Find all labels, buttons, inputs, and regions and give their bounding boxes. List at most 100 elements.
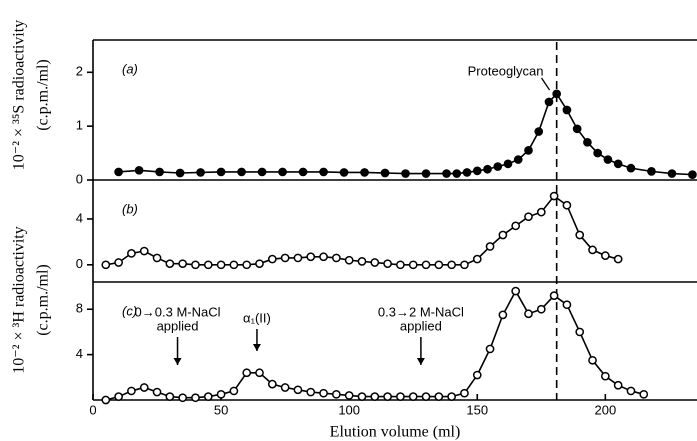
data-point xyxy=(101,395,111,405)
data-point xyxy=(493,162,503,171)
data-point xyxy=(237,167,246,177)
data-point xyxy=(434,392,444,401)
data-point xyxy=(626,163,636,173)
y-tick-label: 4 xyxy=(76,210,83,225)
data-point xyxy=(421,392,431,401)
arrow-head xyxy=(252,344,261,351)
data-point xyxy=(572,124,582,134)
data-point xyxy=(370,258,380,267)
data-point xyxy=(339,168,349,177)
data-point xyxy=(513,155,523,164)
data-point xyxy=(588,245,597,255)
arrow-head xyxy=(173,358,182,365)
data-point xyxy=(319,252,328,262)
data-point xyxy=(511,221,521,231)
data-point xyxy=(203,392,213,401)
data-point xyxy=(370,392,380,401)
y-tick-label: 2 xyxy=(76,64,83,79)
data-point xyxy=(485,242,495,251)
data-point xyxy=(216,167,226,177)
data-point xyxy=(536,304,546,314)
data-point xyxy=(332,389,341,399)
data-point xyxy=(549,191,559,201)
data-point xyxy=(688,170,697,179)
data-point xyxy=(534,127,544,136)
data-point xyxy=(383,259,392,269)
data-point xyxy=(483,164,492,174)
data-point xyxy=(562,200,572,210)
x-tick-label: 0 xyxy=(89,402,96,417)
data-point xyxy=(114,258,123,267)
annotation: applied xyxy=(400,318,442,333)
data-point xyxy=(139,246,149,256)
data-point xyxy=(442,169,451,178)
data-point xyxy=(613,159,623,169)
data-point xyxy=(101,260,111,270)
data-point xyxy=(267,379,277,389)
data-point xyxy=(293,385,303,395)
data-point xyxy=(165,259,175,269)
data-point xyxy=(293,253,303,263)
y-axis-label: 10⁻² × ³H radioactivity xyxy=(11,226,28,373)
y-axis-label: (c.p.m./ml) xyxy=(35,264,52,336)
data-point xyxy=(229,260,239,270)
data-point xyxy=(524,146,533,155)
data-point xyxy=(626,386,636,396)
data-point xyxy=(408,260,418,270)
data-point xyxy=(562,300,572,310)
data-point xyxy=(242,260,252,270)
data-point xyxy=(536,207,546,217)
data-point xyxy=(647,167,656,176)
data-point xyxy=(472,166,482,176)
data-point xyxy=(552,89,562,99)
x-tick-label: 150 xyxy=(466,402,488,417)
data-point xyxy=(452,169,462,178)
y-tick-label: 1 xyxy=(76,118,83,133)
annotation: Proteoglycan xyxy=(468,63,544,78)
data-point xyxy=(319,388,328,398)
data-point xyxy=(667,169,677,178)
data-point xyxy=(593,148,603,158)
data-point xyxy=(401,169,410,178)
data-point xyxy=(600,251,610,260)
data-point xyxy=(503,159,513,169)
data-point xyxy=(216,260,226,270)
data-point xyxy=(267,254,277,264)
data-point xyxy=(472,370,482,380)
annotation: α₁(II) xyxy=(243,310,271,325)
data-point xyxy=(357,392,367,401)
data-point xyxy=(583,137,592,147)
panel-label: (c) xyxy=(122,303,137,318)
data-point xyxy=(360,168,369,177)
data-point xyxy=(242,368,252,378)
data-point xyxy=(134,165,144,175)
data-point xyxy=(178,393,188,403)
annotation: 0.3→2 M-NaCl xyxy=(378,304,464,319)
data-point xyxy=(127,248,136,258)
y-tick-label: 0 xyxy=(76,256,83,271)
data-point xyxy=(196,168,205,177)
data-point xyxy=(127,386,136,396)
data-point xyxy=(280,253,290,263)
data-point xyxy=(152,253,162,263)
data-point xyxy=(421,260,431,270)
data-point xyxy=(344,255,354,265)
data-point xyxy=(613,254,623,264)
data-point xyxy=(280,383,290,392)
data-point xyxy=(216,389,226,399)
data-point xyxy=(155,167,164,177)
panel-label: (a) xyxy=(122,61,138,76)
data-point xyxy=(152,387,162,397)
data-point xyxy=(421,169,431,178)
data-point xyxy=(462,168,472,177)
data-point xyxy=(460,388,469,398)
data-point xyxy=(344,391,354,400)
data-point xyxy=(639,389,649,399)
data-point xyxy=(562,105,572,115)
data-point xyxy=(306,252,316,262)
data-point xyxy=(298,167,308,177)
data-point xyxy=(447,392,456,401)
y-tick-label: 0 xyxy=(76,171,83,186)
data-point xyxy=(603,155,613,164)
